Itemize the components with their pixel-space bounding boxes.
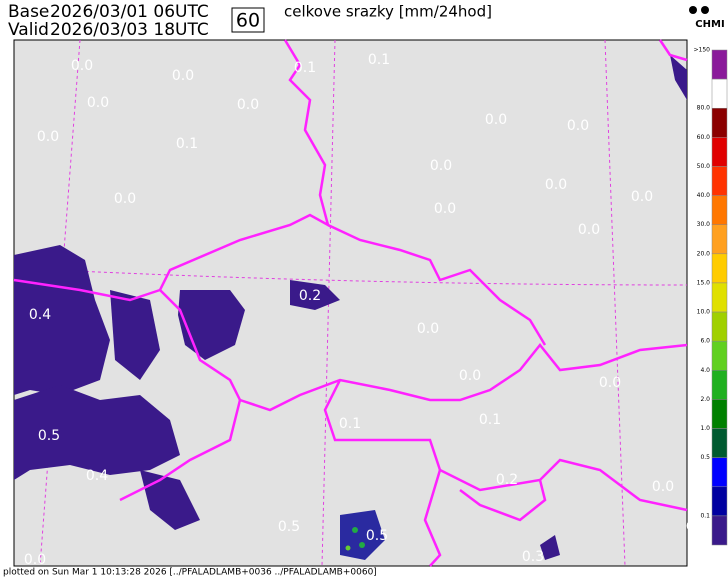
value-label: 0.0 (71, 58, 93, 74)
legend-label: 40.0 (697, 192, 711, 199)
base-time: 2026/03/01 06UTC (50, 2, 209, 22)
legend-swatch (711, 78, 728, 109)
value-label: 0.1 (479, 412, 501, 428)
value-label: 0.5 (278, 519, 300, 535)
lead-box (231, 7, 265, 33)
value-label: 0.0 (37, 129, 59, 145)
value-labels: 0.00.00.0 0.00.1 0.10.0 0.10.0 0.00.00.00.00… (24, 52, 708, 568)
value-label: 0.2 (496, 472, 518, 488)
value-label: 0.2 (299, 288, 321, 304)
borders (13, 39, 688, 567)
legend-swatch (711, 195, 728, 225)
legend-label: 0.1 (700, 512, 710, 519)
legend-label: 1.0 (700, 425, 710, 432)
legend: >150 80.0 60.0 50.0 40.0 30.0 20.0 15.0 10.0 6.0 4… (694, 47, 728, 546)
legend-swatch (711, 457, 728, 488)
legend-label: >150 (694, 47, 711, 54)
logo-mark (701, 6, 709, 14)
value-label: 0.0 (631, 189, 653, 205)
legend-label: 2.0 (700, 396, 710, 403)
value-label: 0.0 (599, 375, 621, 391)
logo-text: CHMI (695, 19, 724, 30)
precipitation (14, 55, 687, 560)
legend-swatch (711, 107, 728, 138)
value-label: 0.0 (652, 479, 674, 495)
legend-label: 60.0 (697, 134, 711, 141)
value-label: 0.0 (417, 321, 439, 337)
value-label: 0.3 (522, 549, 544, 565)
legend-swatch (711, 486, 728, 517)
value-label: 0.5 (366, 528, 388, 544)
valid-label: Valid (8, 20, 49, 40)
value-label: 0.0 (578, 222, 600, 238)
legend-label: 10.0 (697, 309, 711, 316)
value-label: 0.0 (485, 112, 507, 128)
value-label: 0.0 (545, 177, 567, 193)
map-title: celkove srazky [mm/24hod] (284, 3, 492, 21)
value-label: 0.1 (176, 136, 198, 152)
legend-label: 30.0 (697, 221, 711, 228)
value-label: 0.4 (29, 307, 51, 323)
value-label: 0.0 (172, 68, 194, 84)
value-label: 0.4 (86, 468, 108, 484)
value-label: 0.1 (294, 60, 316, 76)
value-label: 0.0 (567, 118, 589, 134)
grid-lines (13, 39, 688, 567)
legend-swatch (711, 340, 728, 371)
value-label: 0.1 (686, 519, 708, 535)
footer: plotted on Sun Mar 1 10:13:28 2026 [../P… (3, 568, 377, 578)
base-label: Base (8, 2, 49, 22)
legend-swatch (711, 311, 728, 342)
legend-label: 80.0 (697, 105, 711, 112)
legend-swatch (711, 137, 728, 167)
logo-mark (689, 6, 697, 14)
value-label: 0.1 (368, 52, 390, 68)
value-label: 0.0 (24, 552, 46, 568)
legend-label: 0.5 (700, 454, 710, 461)
value-label: 0.0 (434, 201, 456, 217)
value-label: 0.1 (339, 416, 361, 432)
legend-label: 15.0 (697, 279, 711, 286)
lead-hours: 60 (236, 10, 260, 32)
legend-label: 4.0 (700, 367, 710, 374)
legend-label: 50.0 (697, 163, 711, 170)
legend-label: 20.0 (697, 250, 711, 257)
legend-swatch (711, 370, 728, 400)
value-label: 0.5 (38, 428, 60, 444)
legend-swatch (711, 282, 728, 313)
legend-swatch (711, 166, 728, 196)
legend-swatch (711, 399, 728, 429)
value-label: 0.0 (114, 191, 136, 207)
value-label: 0.0 (87, 95, 109, 111)
value-label: 0.0 (430, 158, 452, 174)
legend-label: 6.0 (700, 338, 710, 345)
legend-swatch (711, 428, 728, 458)
legend-swatch (711, 515, 728, 546)
legend-swatch (711, 49, 728, 80)
valid-time: 2026/03/03 18UTC (50, 20, 209, 40)
value-label: 0.0 (459, 368, 481, 384)
legend-swatch (711, 253, 728, 284)
legend-swatch (711, 224, 728, 255)
value-label: 0.0 (237, 97, 259, 113)
